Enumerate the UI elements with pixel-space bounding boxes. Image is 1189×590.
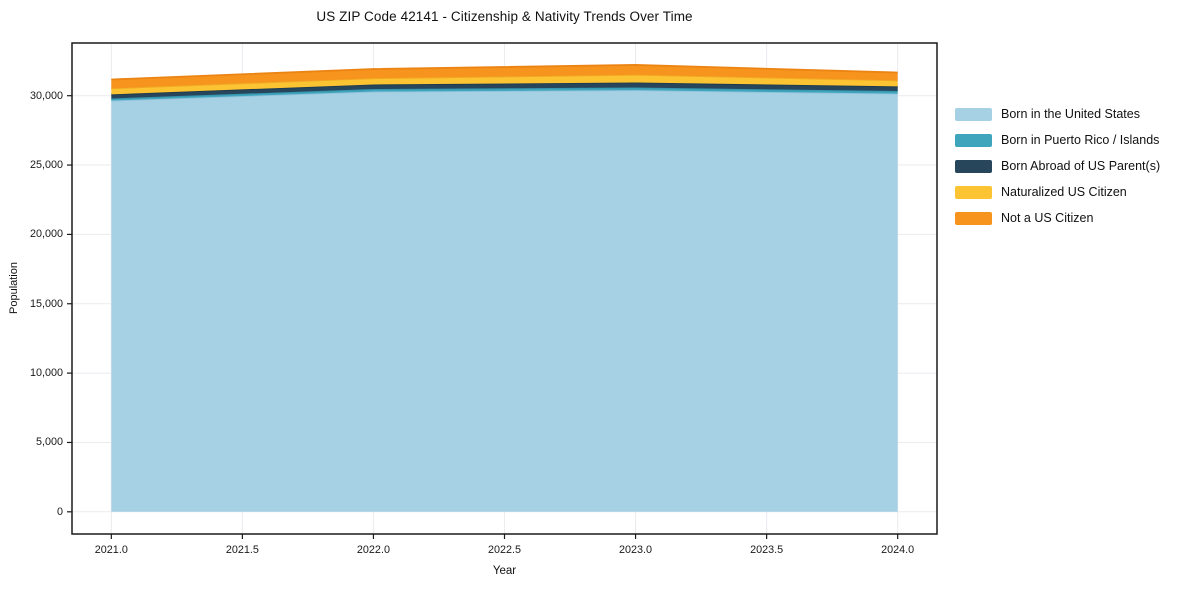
x-tick-label: 2022.0 [356,544,390,556]
x-tick-label: 2023.5 [750,544,784,556]
y-tick-label: 0 [56,505,63,518]
legend-swatch [955,160,992,174]
area-series [111,90,898,512]
x-tick-label: 2024.0 [881,544,915,556]
x-tick-label: 2021.0 [94,544,128,556]
legend-item: Born Abroad of US Parent(s) [955,159,1161,174]
legend-item: Not a US Citizen [955,211,1160,226]
legend-swatch [955,212,992,226]
y-tick-label: 20,000 [29,228,63,241]
chart-title: US ZIP Code 42141 - Citizenship & Nativi… [316,9,693,24]
x-tick-label: 2022.5 [487,544,522,556]
legend-swatch [955,108,992,122]
y-tick-label: 30,000 [29,89,63,102]
x-tick-label: 2023.0 [619,544,653,556]
x-tick-label: 2021.5 [225,544,259,556]
legend-label: Born in Puerto Rico / Islands [1001,133,1160,147]
legend-label: Not a US Citizen [1001,211,1094,225]
legend-item: Naturalized US Citizen [955,185,1160,200]
x-axis-label: Year [492,565,517,577]
legend-label: Born in the United States [1001,107,1140,121]
area-series [111,82,898,99]
y-tick-label: 15,000 [29,297,63,310]
legend-label: Naturalized US Citizen [1001,185,1127,199]
legend-label: Born Abroad of US Parent(s) [1001,159,1161,173]
area-series-edge [111,64,898,81]
legend-swatch [955,134,992,148]
y-tick-label: 10,000 [29,367,63,380]
legend-item: Born in Puerto Rico / Islands [955,133,1160,148]
y-tick-label: 25,000 [29,159,63,172]
legend-item: Born in the United States [955,107,1160,122]
legend-swatch [955,186,992,200]
area-series [111,74,898,95]
area-series [111,64,898,89]
area-series [111,87,898,101]
y-tick-label: 5,000 [35,436,63,449]
legend: Born in the United States Born in Puerto … [955,107,1161,226]
